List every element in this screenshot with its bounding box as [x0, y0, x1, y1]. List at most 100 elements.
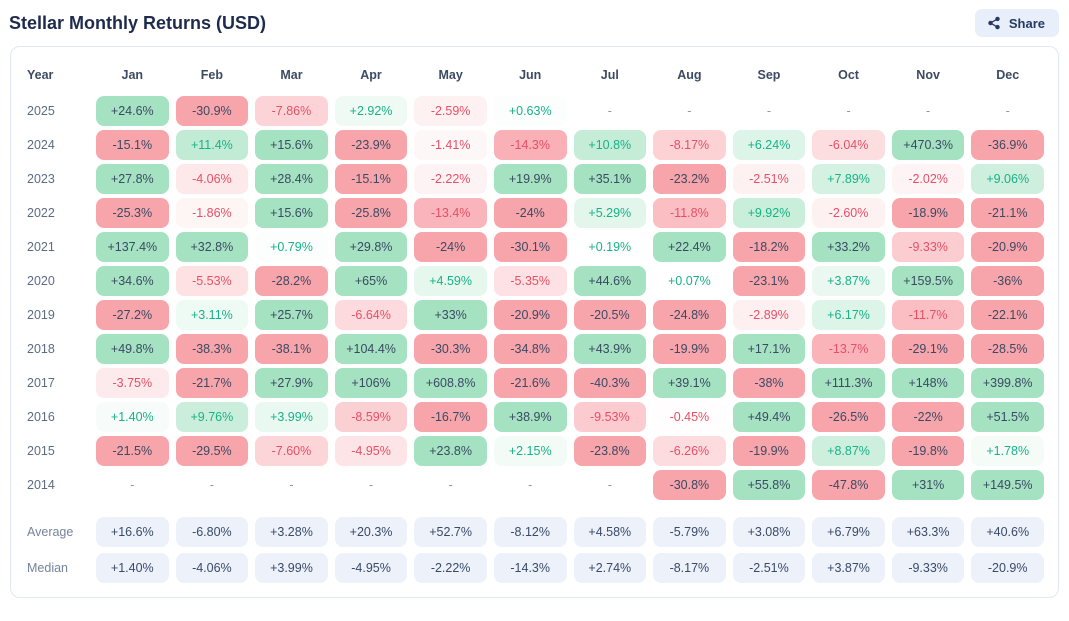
year-label: 2025: [27, 104, 55, 118]
return-cell: -5.35%: [493, 266, 567, 296]
returns-table: Year Jan Feb Mar Apr May Jun Jul Aug Sep Oct Nov Dec…: [25, 59, 1044, 586]
return-cell: -22%: [891, 402, 965, 432]
month-header: Oct: [838, 68, 859, 82]
return-cell: -30.1%: [493, 232, 567, 262]
return-cell: -16.7%: [414, 402, 487, 432]
return-cell: -21.6%: [493, 368, 567, 398]
return-cell: +106%: [334, 368, 408, 398]
month-header: Jan: [121, 68, 144, 82]
return-cell: -47.8%: [812, 470, 885, 500]
table-row: 2025 +24.6% -30.9% -7.86% +2.92% -2.59% +0.63%…: [25, 94, 1044, 128]
table-row: 2021 +137.4% +32.8% +0.79% +29.8% -24% -30.1% +…: [25, 230, 1044, 264]
return-cell: -11.8%: [653, 198, 726, 228]
summary-cell: -4.06%: [175, 553, 249, 583]
return-cell: +43.9%: [573, 334, 647, 364]
return-cell: +8.87%: [812, 436, 885, 466]
return-cell: +38.9%: [493, 402, 567, 432]
return-cell: +0.63%: [493, 96, 567, 126]
return-cell: +159.5%: [891, 266, 965, 296]
summary-label: Median: [27, 561, 68, 575]
return-cell: +22.4%: [653, 232, 726, 262]
return-cell: +1.40%: [96, 402, 169, 432]
return-cell: +10.8%: [573, 130, 647, 160]
table-row: 2015 -21.5% -29.5% -7.60% -4.95% +23.8% +2.15%…: [25, 434, 1044, 468]
summary-cell: +63.3%: [891, 517, 965, 547]
table-row: 2022 -25.3% -1.86% +15.6% -25.8% -13.4% -24% +5…: [25, 196, 1044, 230]
table-row: 2018 +49.8% -38.3% -38.1% +104.4% -30.3% -34.8…: [25, 332, 1044, 366]
return-cell: +9.76%: [175, 402, 249, 432]
summary-cell: +3.99%: [255, 553, 328, 583]
year-label: 2020: [27, 274, 55, 288]
summary-cell: -14.3%: [493, 553, 567, 583]
return-cell: -: [448, 477, 453, 492]
return-cell: +55.8%: [732, 470, 806, 500]
table-row: 2017 -3.75% -21.7% +27.9% +106% +608.8% -21.6%…: [25, 366, 1044, 400]
return-cell: +15.6%: [255, 130, 328, 160]
year-label: 2018: [27, 342, 55, 356]
share-button[interactable]: Share: [974, 9, 1059, 37]
return-cell: -27.2%: [96, 300, 169, 330]
share-button-label: Share: [1008, 15, 1045, 31]
month-header: May: [438, 68, 463, 82]
return-cell: -23.1%: [732, 266, 806, 296]
return-cell: -5.53%: [175, 266, 249, 296]
return-cell: -22.1%: [971, 300, 1044, 330]
return-cell: +44.6%: [573, 266, 647, 296]
return-cell: +3.87%: [812, 266, 885, 296]
month-header: Jun: [519, 68, 542, 82]
return-cell: -34.8%: [493, 334, 567, 364]
summary-cell: -6.80%: [175, 517, 249, 547]
return-cell: +149.5%: [971, 470, 1044, 500]
return-cell: +9.92%: [732, 198, 806, 228]
return-cell: -15.1%: [334, 164, 408, 194]
return-cell: -20.5%: [573, 300, 647, 330]
return-cell: -15.1%: [96, 130, 169, 160]
summary-cell: +2.74%: [573, 553, 647, 583]
return-cell: +399.8%: [971, 368, 1044, 398]
return-cell: -38.1%: [255, 334, 328, 364]
return-cell: -29.1%: [891, 334, 965, 364]
return-cell: -38%: [732, 368, 806, 398]
returns-card: Year Jan Feb Mar Apr May Jun Jul Aug Sep Oct Nov Dec…: [10, 46, 1059, 598]
return-cell: -24%: [414, 232, 487, 262]
summary-spacer: [25, 502, 1044, 514]
return-cell: -18.2%: [732, 232, 806, 262]
summary-cell: +3.08%: [732, 517, 806, 547]
return-cell: +15.6%: [255, 198, 328, 228]
return-cell: +29.8%: [334, 232, 408, 262]
return-cell: -29.5%: [175, 436, 249, 466]
summary-cell: +4.58%: [573, 517, 647, 547]
return-cell: -23.2%: [653, 164, 726, 194]
return-cell: +6.24%: [732, 130, 806, 160]
month-header: Aug: [677, 68, 702, 82]
month-header: Dec: [996, 68, 1020, 82]
return-cell: +104.4%: [334, 334, 408, 364]
table-row: 2016 +1.40% +9.76% +3.99% -8.59% -16.7% +38.9%…: [25, 400, 1044, 434]
return-cell: -13.4%: [414, 198, 487, 228]
return-cell: -: [528, 477, 533, 492]
return-cell: +17.1%: [732, 334, 806, 364]
return-cell: -8.17%: [653, 130, 726, 160]
return-cell: -36%: [971, 266, 1044, 296]
return-cell: +1.78%: [971, 436, 1044, 466]
month-header: Jul: [600, 68, 619, 82]
return-cell: +7.89%: [812, 164, 885, 194]
return-cell: -9.53%: [573, 402, 647, 432]
return-cell: +148%: [891, 368, 965, 398]
year-label: 2016: [27, 410, 55, 424]
return-cell: +2.15%: [493, 436, 567, 466]
return-cell: -: [289, 477, 294, 492]
return-cell: -38.3%: [175, 334, 249, 364]
return-cell: -40.3%: [573, 368, 647, 398]
year-label: 2019: [27, 308, 55, 322]
summary-cell: -5.79%: [653, 517, 726, 547]
return-cell: -: [607, 477, 612, 492]
return-cell: -: [926, 103, 931, 118]
year-label: 2021: [27, 240, 55, 254]
return-cell: +4.59%: [414, 266, 487, 296]
month-header: Feb: [200, 68, 223, 82]
month-header: Apr: [360, 68, 382, 82]
summary-cell: +20.3%: [334, 517, 408, 547]
summary-row: Median +1.40% -4.06% +3.99% -4.95% -2.22% -14.…: [25, 550, 1044, 586]
year-label: 2023: [27, 172, 55, 186]
